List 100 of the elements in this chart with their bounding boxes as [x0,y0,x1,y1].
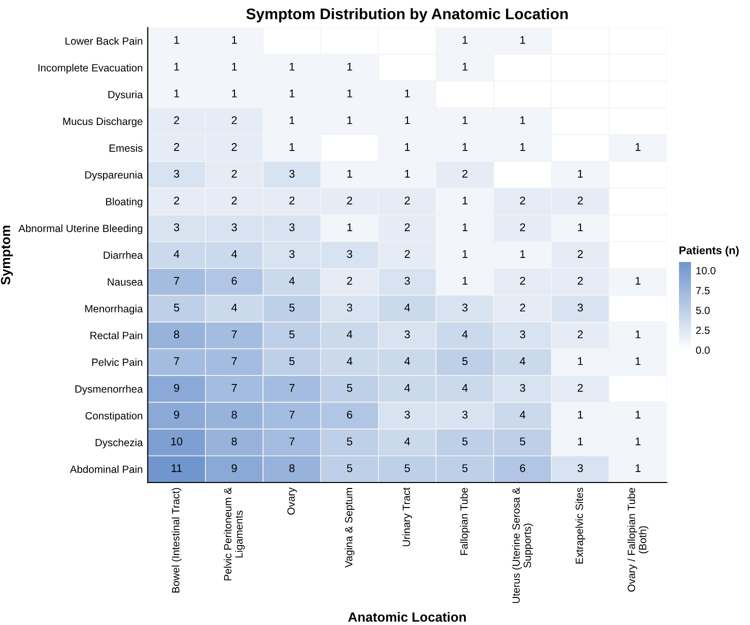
data-label: 1 [462,62,468,71]
data-label: 1 [462,276,468,285]
y-tick-label: Mucus Discharge [63,117,142,128]
data-label: 3 [232,223,237,232]
data-label: 4 [346,330,352,338]
data-label: 3 [346,250,352,258]
data-label: 7 [174,357,180,365]
data-label: 1 [405,143,410,151]
color-bar-label: 10.0 [696,266,716,274]
x-tick-label: Ovary / Fallopian Tube (Both) [627,488,648,592]
data-label: 2 [174,143,180,151]
data-label: 1 [636,330,640,338]
data-label: 1 [462,116,468,124]
data-label: 5 [462,464,468,472]
y-tick-label: Emesis [110,144,143,152]
data-label: 1 [347,223,352,232]
data-label: 5 [346,438,352,446]
data-label: 1 [405,90,410,98]
y-tick-label: Bloating [106,198,142,208]
data-label: 4 [404,384,410,392]
data-label: 1 [636,276,640,285]
data-label: 7 [174,276,180,285]
y-tick-label: Dyschezia [96,438,143,448]
data-label: 2 [578,196,583,204]
data-label: 5 [462,357,468,366]
data-label: 8 [232,410,237,419]
x-tick-label: Bowel (Intestinal Tract) [172,488,182,592]
x-tick-label: Pelvic Peritoneum & Ligaments [224,488,245,580]
data-label: 7 [232,357,237,365]
y-tick-label: Diarrhea [104,251,143,259]
color-bar-title: Patients (n) [679,246,739,256]
data-label: 4 [404,357,410,365]
y-tick-label: Nausea [108,278,143,286]
y-tick-label: Abdominal Pain [70,465,142,473]
data-label: 10 [171,437,182,446]
data-label: 4 [462,330,468,338]
data-label: 1 [290,90,294,98]
x-tick-label: Urinary Tract [402,487,412,546]
data-label: 1 [347,90,352,98]
data-label: 1 [290,62,294,71]
data-label: 1 [636,357,640,365]
y-tick-label: Lower Back Pain [66,37,142,45]
data-label: 3 [289,250,295,258]
data-label: 3 [174,223,180,232]
data-label: 2 [289,196,294,204]
data-label: 1 [520,116,526,124]
data-label: 7 [289,438,294,446]
data-label: 2 [578,276,583,285]
data-label: 3 [346,304,352,312]
y-axis-title: Symptom [0,226,13,285]
data-label: 1 [347,62,352,71]
data-label: 1 [462,250,468,258]
data-label: 3 [520,384,526,392]
x-tick-label: Ovary [287,487,297,515]
data-label: 5 [289,330,295,338]
data-label: 9 [174,410,180,419]
data-label: 1 [462,143,468,151]
data-label: 2 [520,223,526,232]
data-label: 5 [404,464,410,472]
data-label: 2 [520,304,526,312]
data-label: 2 [232,116,237,124]
data-label: 2 [232,143,237,151]
data-label: 4 [462,384,468,392]
data-label: 2 [174,116,180,124]
data-label: 1 [347,116,352,124]
data-label: 1 [520,36,526,44]
data-label: 1 [290,143,294,151]
data-label: 3 [578,464,583,472]
data-label: 1 [578,170,583,178]
data-label: 8 [174,330,180,338]
data-label: 5 [289,357,295,366]
y-tick-label: Rectal Pain [90,332,142,340]
data-label: 2 [347,276,352,285]
data-label: 4 [289,276,295,285]
data-label: 4 [404,304,410,312]
data-label: 2 [347,196,352,204]
data-label: 1 [290,116,294,124]
data-label: 2 [578,330,583,338]
data-label: 3 [404,330,410,338]
data-label: 6 [232,276,237,285]
data-label: 9 [174,384,180,392]
data-label: 5 [346,464,352,472]
data-label: 1 [578,438,583,446]
data-label: 5 [289,304,295,312]
data-label: 3 [462,410,468,419]
data-label: 2 [174,196,180,204]
data-label: 5 [174,304,180,312]
data-label: 1 [462,196,468,204]
data-label: 1 [578,410,583,418]
y-tick-label: Pelvic Pain [92,358,142,366]
y-tick-label: Dysuria [108,90,143,100]
x-tick-label: Fallopian Tube [460,488,470,555]
data-label: 3 [520,330,526,338]
data-label: 6 [520,464,526,472]
data-label: 1 [520,143,526,151]
color-bar-label: 2.5 [696,326,710,334]
y-tick-label: Menorrhagia [85,304,143,314]
data-label: 1 [232,90,237,98]
data-label: 6 [347,410,352,419]
x-axis-title: Anatomic Location [348,612,466,622]
